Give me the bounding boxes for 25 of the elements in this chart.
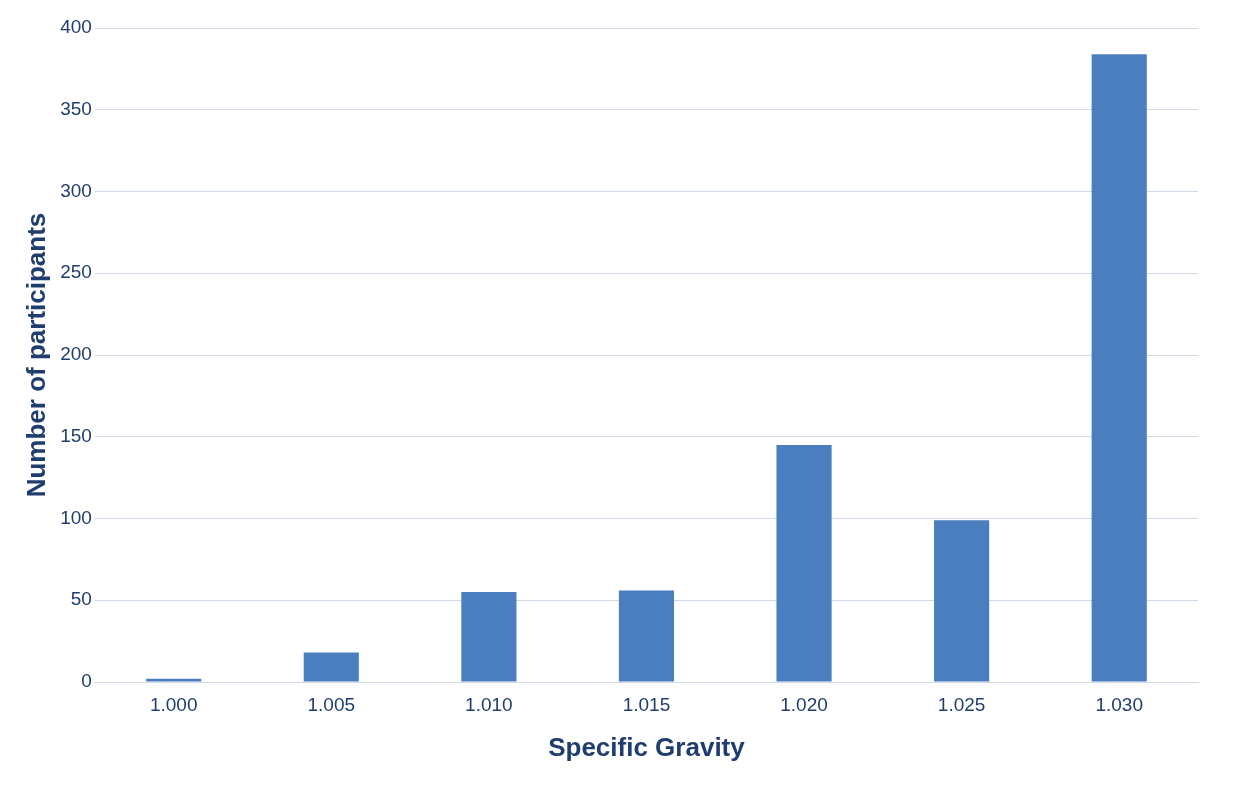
y-tick-label: 150 bbox=[60, 424, 92, 446]
bar bbox=[303, 652, 359, 682]
bar bbox=[934, 520, 990, 682]
x-tick-label: 1.010 bbox=[465, 693, 513, 715]
y-axis-title: Number of participants bbox=[20, 212, 51, 498]
x-tick-label: 1.000 bbox=[149, 693, 198, 715]
x-tick-label: 1.020 bbox=[780, 693, 828, 715]
x-tick-label: 1.030 bbox=[1095, 693, 1143, 715]
y-tick-label: 100 bbox=[60, 506, 92, 528]
x-tick-label: 1.005 bbox=[307, 693, 356, 715]
x-axis-title: Specific Gravity bbox=[548, 731, 746, 762]
y-tick-label: 0 bbox=[81, 670, 92, 692]
x-tick-label: 1.025 bbox=[937, 693, 986, 715]
bar bbox=[461, 592, 517, 682]
x-tick-label: 1.015 bbox=[622, 693, 671, 715]
y-tick-label: 300 bbox=[60, 179, 92, 201]
bar bbox=[1091, 54, 1147, 682]
y-tick-label: 50 bbox=[70, 588, 92, 610]
bar bbox=[146, 678, 202, 682]
y-tick-label: 200 bbox=[60, 343, 92, 365]
y-tick-label: 400 bbox=[60, 16, 92, 38]
y-tick-label: 350 bbox=[60, 97, 92, 119]
bar bbox=[776, 444, 832, 682]
y-tick-label: 250 bbox=[60, 261, 92, 283]
bar bbox=[618, 590, 675, 682]
